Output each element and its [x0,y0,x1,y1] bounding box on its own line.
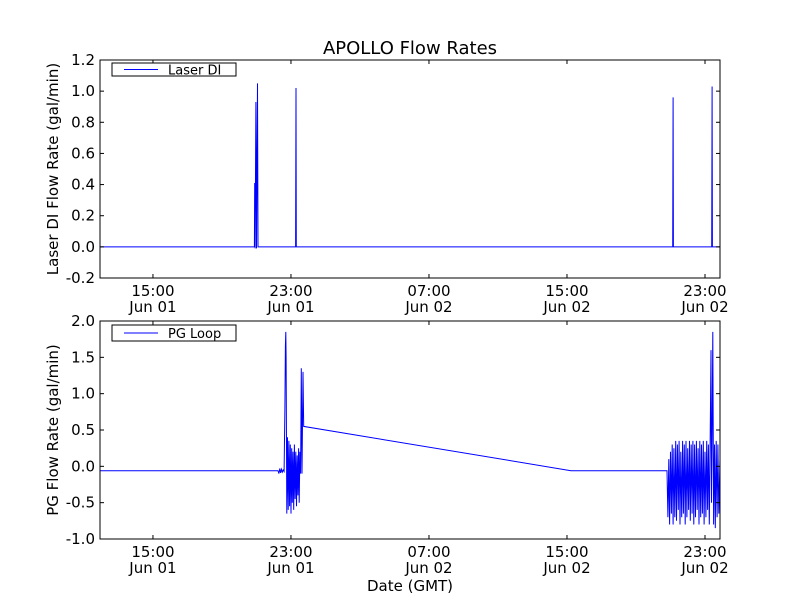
x-tick-label-date: Jun 02 [542,559,590,577]
legend-label: PG Loop [168,327,221,342]
y-tick-label: -0.5 [66,494,95,512]
legend-box [111,324,237,342]
x-tick-label-time: 15:00 [131,282,174,300]
x-axis-label: Date (GMT) [367,577,453,595]
y-tick-label: 0.6 [71,144,95,162]
chart-title: APOLLO Flow Rates [323,38,497,59]
x-tick-label-date: Jun 02 [404,298,452,316]
axes-frame [99,320,721,540]
y-tick-label: 1.2 [71,51,95,69]
y-tick-label: 0.5 [71,421,95,439]
x-tick-label-time: 23:00 [683,543,726,561]
y-axis-label: PG Flow Rate (gal/min) [44,344,62,516]
y-tick-label: 0.8 [71,113,95,131]
legend-box [111,62,237,77]
x-tick-label-time: 23:00 [269,282,312,300]
axes-frame [99,59,721,279]
x-tick-label-date: Jun 02 [680,298,728,316]
x-tick-label-time: 07:00 [407,282,450,300]
y-tick-label: 0.0 [71,457,95,475]
y-tick-label: 1.0 [71,385,95,403]
y-tick-label: 1.0 [71,82,95,100]
x-tick-label-date: Jun 02 [404,559,452,577]
x-tick-label-date: Jun 01 [128,559,176,577]
x-tick-label-time: 15:00 [545,282,588,300]
y-tick-label: 0.4 [71,176,95,194]
x-tick-label-time: 07:00 [407,543,450,561]
y-tick-label: -0.2 [66,269,95,287]
y-tick-label: 2.0 [71,312,95,330]
series-line-laser-di [100,83,720,249]
y-tick-label: -1.0 [66,530,95,548]
y-axis-label: Laser DI Flow Rate (gal/min) [44,63,62,275]
legend-label: Laser DI [168,64,221,79]
x-tick-label-time: 23:00 [683,282,726,300]
x-tick-label-date: Jun 01 [266,559,314,577]
x-tick-label-date: Jun 01 [128,298,176,316]
x-tick-label-date: Jun 02 [680,559,728,577]
series-line-pg-loop [100,331,721,529]
x-tick-label-date: Jun 01 [266,298,314,316]
x-tick-label-time: 15:00 [131,543,174,561]
x-tick-label-time: 23:00 [269,543,312,561]
y-tick-label: 0.2 [71,207,95,225]
x-tick-label-time: 15:00 [545,543,588,561]
x-tick-label-date: Jun 02 [542,298,590,316]
y-tick-label: 1.5 [71,348,95,366]
y-tick-label: 0.0 [71,238,95,256]
